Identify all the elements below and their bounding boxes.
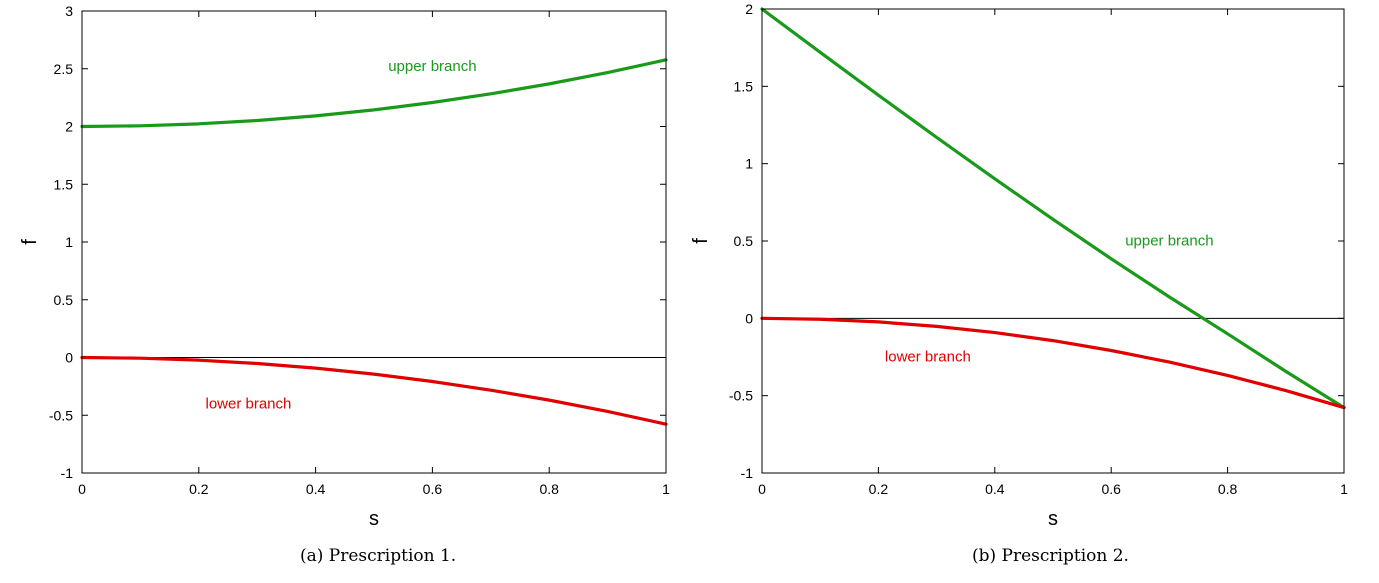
c0-x-tick-label: 0.6 <box>423 481 443 497</box>
c0-series-line-upper <box>80 58 668 129</box>
c1-y-tick-label: 0 <box>745 310 753 326</box>
c0-y-tick-label: -0.5 <box>49 407 73 423</box>
c1-x-axis-label: s <box>1048 508 1058 530</box>
c1-branch-label-0: upper branch <box>1125 233 1213 250</box>
caption-a: (a) Prescription 1. <box>300 546 457 566</box>
c0-y-tick-label: 1 <box>65 234 73 250</box>
c1-y-tick-label: -0.5 <box>729 388 753 404</box>
c0-plot-frame <box>81 10 667 474</box>
c1-x-tick-label: 0.4 <box>985 481 1005 497</box>
c1-branch-label-1: lower branch <box>885 349 971 366</box>
c1-y-tick-label: 0.5 <box>734 233 754 249</box>
chart-prescription-2: 0 0.2 0.4 0.6 0.8 1 -1 -0.5 0 0.5 1 1.5 2 upper branc… <box>690 0 1379 578</box>
c0-y-tick-label: 3 <box>65 3 73 19</box>
c0-y-tick-label: 1.5 <box>54 176 74 192</box>
c0-y-tick-label: 0 <box>65 350 73 366</box>
c0-x-tick-label: 0.8 <box>539 481 559 497</box>
c0-branch-label-0: upper branch <box>388 58 476 75</box>
chart-prescription-1: 0 0.2 0.4 0.6 0.8 1 -1 -0.5 0 0.5 1 1.5 2 2.5 3 upper b… <box>0 0 690 578</box>
c0-y-tick-label: 2.5 <box>54 61 74 77</box>
c0-series-line-lower <box>80 355 668 426</box>
chart-a-canvas: 0 0.2 0.4 0.6 0.8 1 -1 -0.5 0 0.5 1 1.5 2 2.5 3 upper b… <box>19 3 670 530</box>
c1-x-tick-label: 0.2 <box>869 481 889 497</box>
c1-x-tick-label: 0.8 <box>1218 481 1238 497</box>
caption-b: (b) Prescription 2. <box>972 546 1129 566</box>
c0-y-axis-label: f <box>19 239 41 245</box>
c1-series-line-upper <box>760 7 1346 410</box>
chart-b-canvas: 0 0.2 0.4 0.6 0.8 1 -1 -0.5 0 0.5 1 1.5 2 upper branc… <box>690 1 1348 530</box>
c1-series-line-lower <box>760 316 1346 410</box>
c0-x-tick-label: 0.2 <box>189 481 209 497</box>
c1-y-tick-label: -1 <box>741 465 754 481</box>
c1-plot-frame <box>761 8 1345 474</box>
c0-y-tick-label: -1 <box>61 465 74 481</box>
c1-y-tick-label: 2 <box>745 1 753 17</box>
c0-x-axis-label: s <box>369 508 379 530</box>
c1-x-tick-label: 0 <box>758 481 766 497</box>
c1-x-tick-label: 1 <box>1340 481 1348 497</box>
c0-branch-label-1: lower branch <box>205 395 291 412</box>
c1-y-tick-label: 1.5 <box>734 78 754 94</box>
c0-y-tick-label: 0.5 <box>54 292 74 308</box>
c1-x-tick-label: 0.6 <box>1101 481 1121 497</box>
c1-y-tick-label: 1 <box>745 156 753 172</box>
c0-x-tick-label: 1 <box>662 481 670 497</box>
c0-y-tick-label: 2 <box>65 119 73 135</box>
c1-y-axis-label: f <box>690 238 712 244</box>
c0-x-tick-label: 0.4 <box>306 481 326 497</box>
c0-x-tick-label: 0 <box>78 481 86 497</box>
